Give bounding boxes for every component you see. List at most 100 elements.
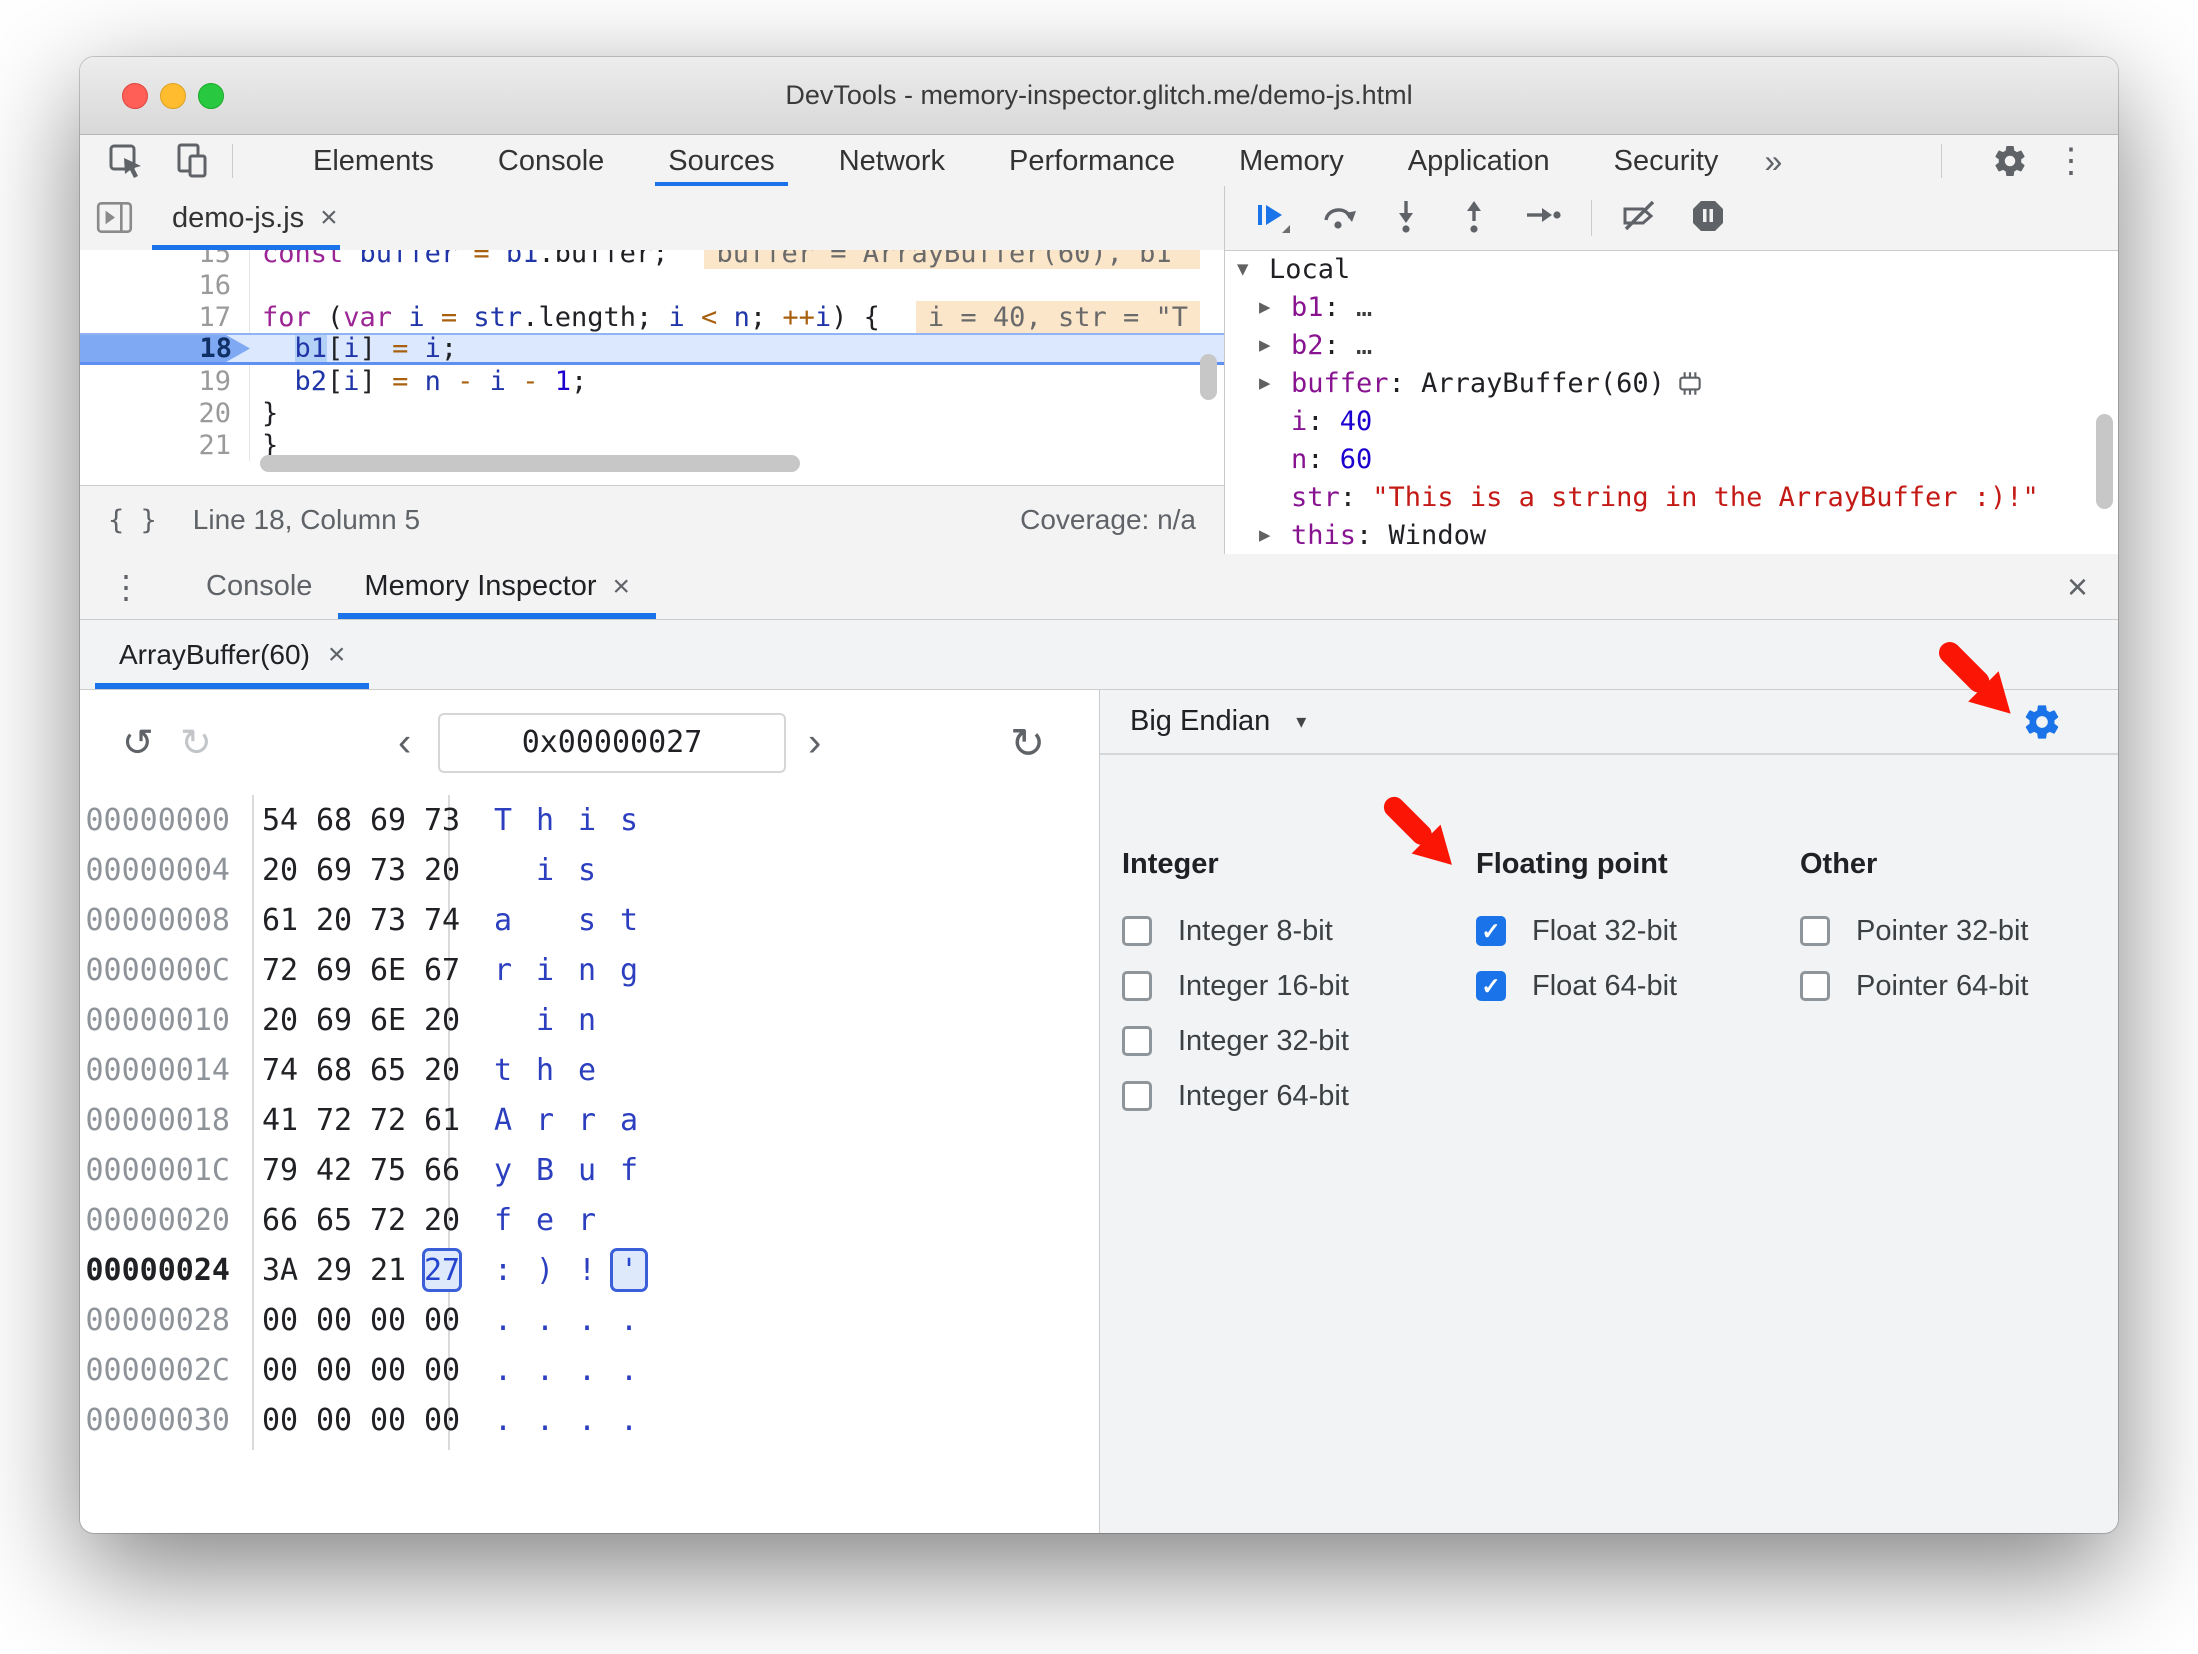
line-number[interactable]: 21 (80, 429, 250, 461)
ascii-cell[interactable]: r (577, 1102, 597, 1138)
close-drawer-icon[interactable]: × (2066, 565, 2088, 607)
hex-byte-cell[interactable]: 75 (369, 1152, 407, 1188)
vertical-scrollbar[interactable] (1200, 354, 1217, 400)
hex-byte-cell[interactable]: 20 (261, 1002, 299, 1038)
ascii-cell[interactable] (610, 1048, 648, 1092)
line-number[interactable]: 16 (80, 269, 250, 301)
ascii-cell[interactable]: . (535, 1352, 555, 1388)
hex-byte-cell[interactable]: 69 (315, 852, 353, 888)
hex-byte-cell[interactable]: 6E (369, 952, 407, 988)
undo-icon[interactable]: ↺ (122, 722, 154, 764)
hex-byte-cell[interactable]: 72 (261, 952, 299, 988)
hex-byte-cell[interactable]: 21 (369, 1252, 407, 1288)
scope-scrollbar[interactable] (2096, 414, 2113, 509)
horizontal-scrollbar[interactable] (260, 455, 800, 472)
ascii-cell[interactable]: e (535, 1202, 555, 1238)
hex-byte-cell[interactable]: 66 (261, 1202, 299, 1238)
unchecked-checkbox[interactable] (1800, 971, 1830, 1001)
ascii-cell[interactable]: . (535, 1402, 555, 1438)
hex-byte-cell[interactable]: 27 (422, 1248, 462, 1292)
hex-byte-cell[interactable]: 00 (261, 1302, 299, 1338)
tab-network[interactable]: Network (816, 135, 968, 187)
zoom-window-button[interactable] (198, 82, 224, 109)
ascii-cell[interactable]: u (577, 1152, 597, 1188)
inspect-element-icon[interactable] (106, 141, 146, 181)
ascii-cell[interactable]: f (619, 1152, 639, 1188)
ascii-cell[interactable]: . (619, 1352, 639, 1388)
ascii-cell[interactable] (484, 848, 522, 892)
unchecked-checkbox[interactable] (1122, 1081, 1152, 1111)
step-into-button[interactable] (1387, 196, 1427, 241)
unchecked-checkbox[interactable] (1122, 1026, 1152, 1056)
endianness-select[interactable]: Big Endian ▾ (1130, 705, 1306, 738)
hex-byte-cell[interactable]: 74 (261, 1052, 299, 1088)
redo-icon[interactable]: ↻ (180, 722, 212, 764)
hex-byte-cell[interactable]: 74 (423, 902, 461, 938)
checkbox-label[interactable]: Pointer 64-bit (1856, 969, 2029, 1002)
hex-byte-cell[interactable]: 73 (369, 852, 407, 888)
checkbox-label[interactable]: Integer 32-bit (1178, 1024, 1349, 1057)
ascii-cell[interactable]: y (493, 1152, 513, 1188)
hex-byte-cell[interactable]: 69 (315, 952, 353, 988)
buffer-tab[interactable]: ArrayBuffer(60) × (95, 620, 370, 689)
hex-byte-cell[interactable]: 6E (369, 1002, 407, 1038)
scope-variable-b1[interactable]: ▶ b1: … (1225, 288, 2118, 326)
hex-byte-cell[interactable]: 3A (261, 1252, 299, 1288)
ascii-cell[interactable]: r (535, 1102, 555, 1138)
ascii-cell[interactable] (484, 998, 522, 1042)
scope-variable-n[interactable]: n: 60 (1225, 440, 2118, 478)
checkbox-label[interactable]: Integer 16-bit (1178, 969, 1349, 1002)
step-button[interactable] (1523, 196, 1563, 241)
code-text[interactable]: b2[i] = n - i - 1; (250, 366, 588, 397)
hex-byte-cell[interactable]: 00 (423, 1302, 461, 1338)
device-toolbar-icon[interactable] (172, 141, 212, 181)
disclosure-closed-icon[interactable]: ▶ (1259, 372, 1271, 394)
ascii-cell[interactable] (610, 848, 648, 892)
hex-byte-cell[interactable]: 00 (261, 1352, 299, 1388)
close-icon[interactable]: × (612, 569, 631, 603)
ascii-cell[interactable]: n (577, 1002, 597, 1038)
ascii-cell[interactable]: i (577, 802, 597, 838)
next-page-icon[interactable]: › (808, 720, 822, 764)
ascii-cell[interactable]: . (577, 1402, 597, 1438)
step-over-button[interactable] (1319, 196, 1359, 241)
ascii-cell[interactable]: ! (577, 1252, 597, 1288)
hex-byte-cell[interactable]: 20 (315, 902, 353, 938)
scope-variable-buffer[interactable]: ▶ buffer: ArrayBuffer(60) (1225, 364, 2118, 402)
ascii-cell[interactable]: n (577, 952, 597, 988)
code-editor[interactable]: 15 const buffer = b1.buffer; buffer = Arra… (80, 250, 1224, 485)
code-text[interactable]: b1[i] = i; (250, 335, 457, 362)
refresh-icon[interactable]: ↻ (1010, 719, 1046, 766)
ascii-cell[interactable]: ) (535, 1252, 555, 1288)
hex-byte-cell[interactable]: 68 (315, 802, 353, 838)
ascii-cell[interactable]: B (535, 1152, 555, 1188)
ascii-cell[interactable]: i (535, 952, 555, 988)
tab-performance[interactable]: Performance (986, 135, 1198, 187)
ascii-cell[interactable]: r (577, 1202, 597, 1238)
hex-byte-cell[interactable]: 20 (423, 852, 461, 888)
hex-byte-cell[interactable]: 00 (315, 1302, 353, 1338)
hex-byte-cell[interactable]: 20 (423, 1202, 461, 1238)
tab-sources[interactable]: Sources (645, 135, 797, 187)
hex-byte-cell[interactable]: 69 (315, 1002, 353, 1038)
ascii-cell[interactable]: e (577, 1052, 597, 1088)
scope-variable-b2[interactable]: ▶ b2: … (1225, 326, 2118, 364)
ascii-cell[interactable]: . (493, 1352, 513, 1388)
scope-variable-str[interactable]: str: "This is a string in the ArrayBuffe… (1225, 478, 2118, 516)
ascii-cell[interactable]: i (535, 1002, 555, 1038)
line-number[interactable]: 19 (80, 365, 250, 397)
hex-byte-cell[interactable]: 20 (261, 852, 299, 888)
ascii-cell[interactable]: ' (610, 1248, 648, 1292)
scope-section-local[interactable]: ▼ Local (1225, 250, 2118, 288)
checkbox-label[interactable]: Float 32-bit (1532, 914, 1678, 947)
ascii-cell[interactable]: : (493, 1252, 513, 1288)
hex-byte-cell[interactable]: 61 (261, 902, 299, 938)
ascii-cell[interactable]: g (619, 952, 639, 988)
ascii-cell[interactable]: A (493, 1102, 513, 1138)
hex-byte-cell[interactable]: 00 (423, 1402, 461, 1438)
tab-security[interactable]: Security (1591, 135, 1742, 187)
hex-byte-cell[interactable]: 67 (423, 952, 461, 988)
disclosure-closed-icon[interactable]: ▶ (1259, 524, 1271, 546)
ascii-cell[interactable]: . (577, 1302, 597, 1338)
ascii-cell[interactable] (526, 898, 564, 942)
